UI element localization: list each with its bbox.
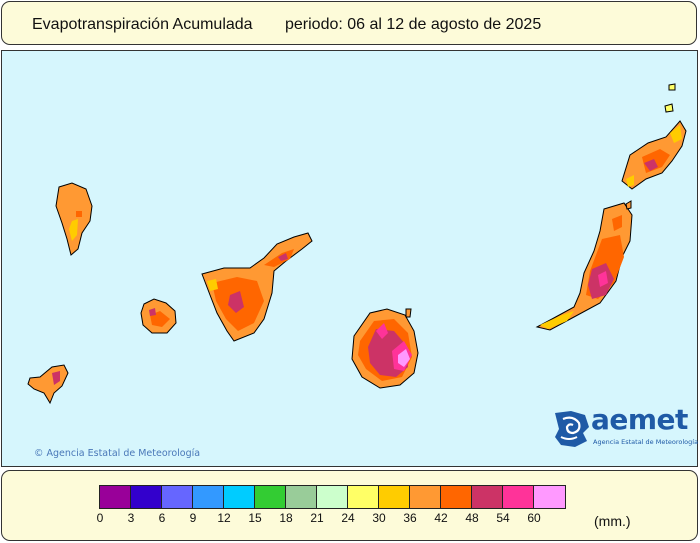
- scale-swatch: [131, 486, 162, 508]
- island-gran-canaria: [351, 308, 419, 389]
- island-lanzarote: [621, 120, 687, 190]
- island-alegranza: [668, 83, 676, 91]
- scale-tick-label: 54: [496, 511, 510, 525]
- aemet-emblem-icon: [555, 411, 589, 447]
- map-title: Evapotranspiración Acumulada: [32, 16, 253, 33]
- aemet-subtitle: Agencia Estatal de Meteorología: [593, 438, 699, 446]
- scale-swatch: [534, 486, 565, 508]
- scale-tick-label: 24: [341, 511, 355, 525]
- scale-swatch: [100, 486, 131, 508]
- scale-tick-label: 42: [434, 511, 448, 525]
- aemet-logo: aemet Agencia Estatal de Meteorología: [551, 403, 698, 454]
- aemet-wordmark: aemet: [591, 403, 688, 436]
- scale-tick-label: 0: [96, 511, 104, 525]
- scale-swatch: [255, 486, 286, 508]
- scale-swatch: [193, 486, 224, 508]
- island-la-palma: [55, 182, 93, 256]
- scale-tick-label: 48: [465, 511, 479, 525]
- scale-swatch: [162, 486, 193, 508]
- scale-tick-label: 9: [189, 511, 197, 525]
- title-bar: Evapotranspiración Acumulada periodo: 06…: [1, 1, 697, 45]
- period-label: periodo: 06 al 12 de agosto de 2025: [285, 16, 542, 33]
- map-panel: © Agencia Estatal de Meteorología aemet …: [1, 50, 698, 467]
- island-fuerteventura: [535, 200, 633, 331]
- island-el-hierro: [27, 364, 69, 405]
- unit-label: (mm.): [594, 513, 631, 529]
- scale-tick-label: 6: [158, 511, 166, 525]
- color-scale: [99, 485, 566, 509]
- scale-tick-label: 21: [310, 511, 324, 525]
- scale-tick-label: 18: [279, 511, 293, 525]
- scale-tick-label: 36: [403, 511, 417, 525]
- scale-tick-label: 12: [217, 511, 231, 525]
- scale-tick-label: 3: [127, 511, 135, 525]
- scale-swatch: [410, 486, 441, 508]
- scale-swatch: [472, 486, 503, 508]
- scale-swatch: [224, 486, 255, 508]
- scale-tick-label: 60: [527, 511, 541, 525]
- scale-swatch: [348, 486, 379, 508]
- scale-swatch: [317, 486, 348, 508]
- legend-panel: 0 3 6 9 12 15 18 21 24 30 36 42 48 54 60 (mm.): [1, 470, 698, 541]
- canary-islands-map: [27, 83, 687, 405]
- scale-tick-label: 30: [372, 511, 386, 525]
- island-la-gomera: [140, 298, 177, 334]
- scale-swatch: [441, 486, 472, 508]
- copyright-notice: © Agencia Estatal de Meteorología: [34, 448, 201, 459]
- island-tenerife: [201, 232, 313, 342]
- scale-swatch: [379, 486, 410, 508]
- island-la-graciosa: [664, 103, 674, 113]
- scale-swatch: [286, 486, 317, 508]
- scale-tick-label: 15: [248, 511, 262, 525]
- scale-swatch: [503, 486, 534, 508]
